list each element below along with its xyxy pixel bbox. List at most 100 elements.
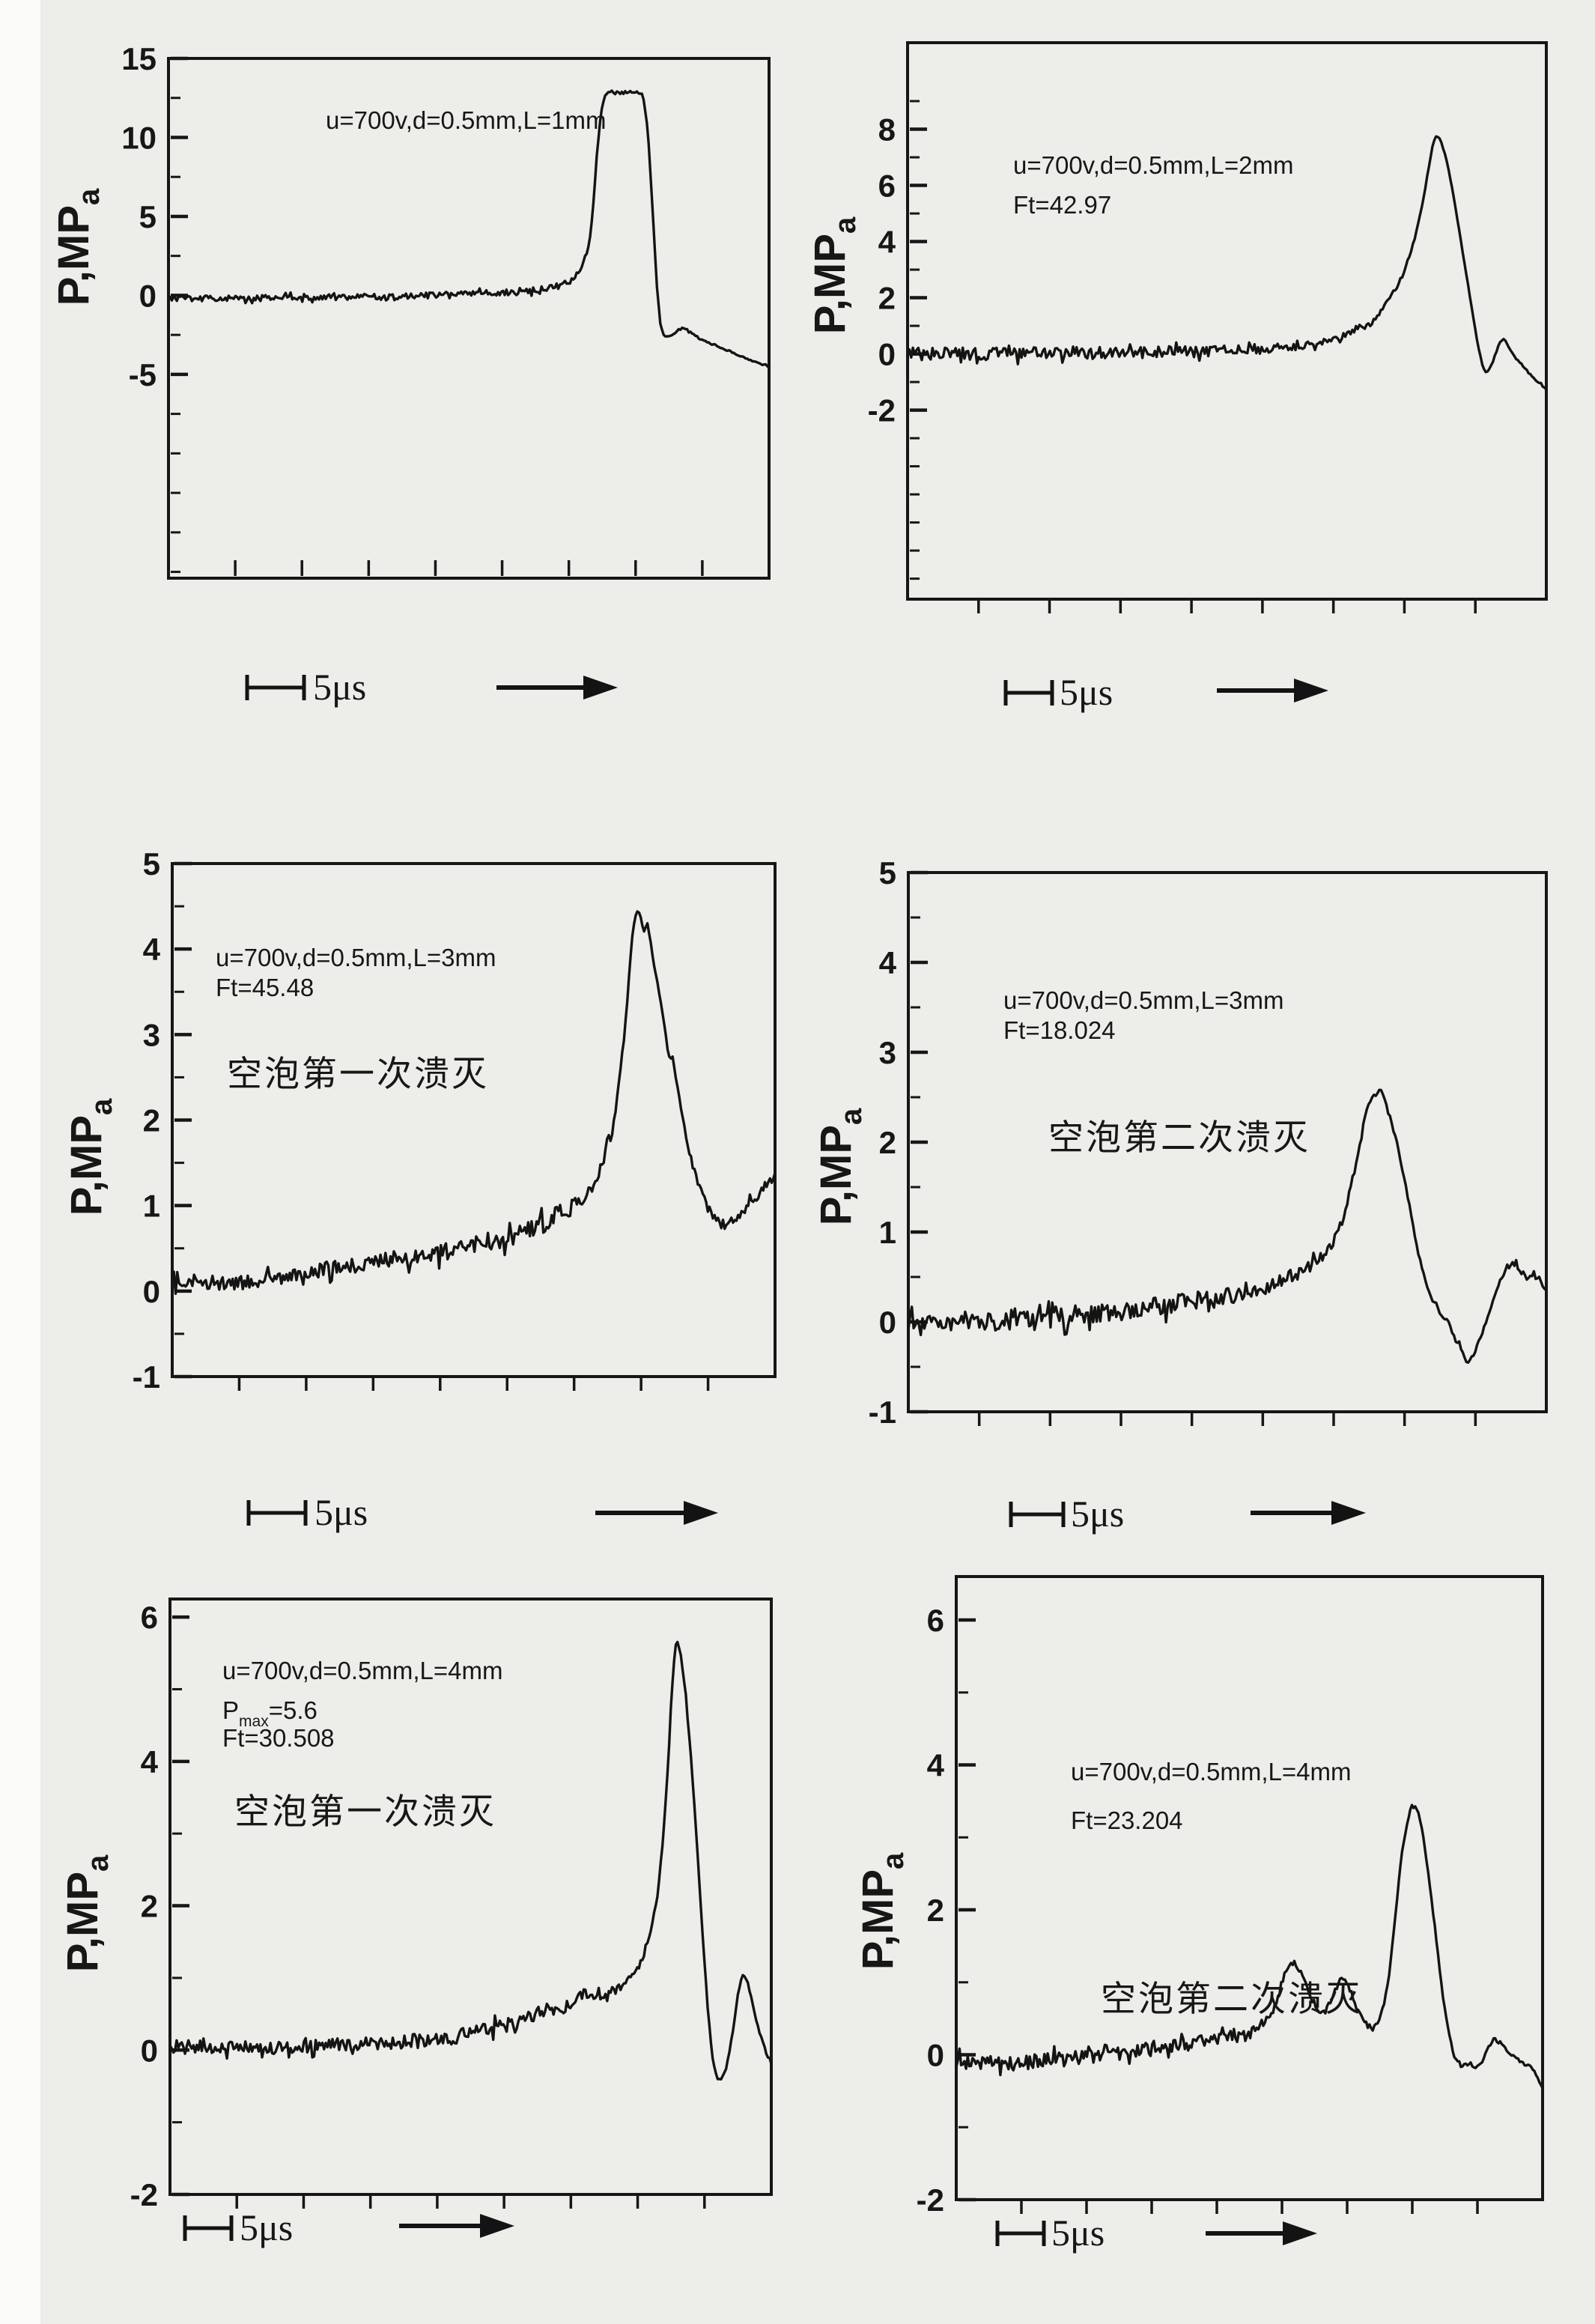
y-tick-label: 6: [927, 1603, 944, 1638]
y-tick-label: 1: [879, 1215, 896, 1250]
scale-bar-label: 5μs: [1060, 671, 1113, 713]
y-tick-label: 0: [141, 2033, 158, 2068]
chart-panel-top-right: 8 6 4 2 0 -2 P,MPa u=700v,d=0.5mm,L=2mm Ft=42…: [806, 41, 1548, 613]
y-tick-label: 6: [141, 1600, 158, 1635]
scale-bar-label: 5μs: [315, 1491, 368, 1533]
axis-ticks: 6 4 2 0 -2: [917, 1603, 1479, 2218]
chart-annotation-cjk: 空泡第二次溃灭: [1048, 1119, 1310, 1158]
time-direction-arrow: [1206, 2221, 1317, 2245]
y-tick-label: 2: [878, 281, 896, 316]
time-direction-arrow: [399, 2214, 514, 2238]
plot-frame: [168, 1598, 773, 2196]
chart-annotation-ft: Ft=23.204: [1071, 1806, 1183, 1834]
y-tick-label: 2: [143, 1103, 160, 1138]
y-tick-label: 2: [879, 1125, 896, 1160]
chart-annotation-cjk: 空泡第二次溃灭: [1101, 1980, 1363, 2019]
chart-annotation-ft: Ft=18.024: [1003, 1016, 1116, 1044]
time-scale-bar: 5μs: [1003, 671, 1113, 713]
chart-panel-bottom-left: 6 4 2 0 -2 P,MPa u=700v,d=0.5mm,L=4mm Pmax=5…: [58, 1598, 773, 2212]
y-tick-label: 0: [143, 1274, 160, 1309]
chart-panel-bottom-right: 6 4 2 0 -2 P,MPa u=700v,d=0.5mm,L=4mm Ft=23.…: [854, 1575, 1544, 2218]
pressure-waveform: [168, 1640, 773, 2081]
chart-annotation: u=700v,d=0.5mm,L=3mm: [216, 944, 496, 971]
arrow-head-icon: [684, 1501, 718, 1525]
axis-ticks: 5 4 3 2 1 0 -1: [133, 846, 710, 1395]
y-tick-label: 0: [879, 1305, 896, 1340]
time-scale-bar: 5μs: [245, 666, 366, 708]
y-axis-label: P,MPa: [806, 216, 862, 334]
y-axis-label: P,MPa: [854, 1852, 910, 1970]
y-tick-label: 10: [121, 120, 157, 155]
y-tick-label: 2: [927, 1893, 944, 1928]
chart-annotation: u=700v,d=0.5mm,L=2mm: [1013, 151, 1294, 179]
axis-ticks: 15 10 5 0 -5: [121, 41, 704, 576]
y-tick-label: 0: [927, 2038, 944, 2073]
scale-bar-label: 5μs: [1051, 2212, 1105, 2254]
y-axis-label: P,MPa: [58, 1854, 115, 1972]
time-direction-arrow: [1251, 1501, 1366, 1525]
pressure-waveform: [167, 89, 771, 369]
plot-frame: [907, 871, 1548, 1413]
chart-annotation-ft: Ft=45.48: [216, 974, 314, 1001]
chart-panel-middle-left: 5 4 3 2 1 0 -1 P,MPa u=700v,d=0.5mm,L=3mm Ft=4…: [62, 846, 777, 1395]
y-axis-label: P,MPa: [49, 188, 106, 306]
scale-bar-label: 5μs: [313, 666, 366, 708]
arrow-head-icon: [1331, 1501, 1366, 1525]
y-tick-label: 5: [139, 199, 157, 234]
y-tick-label: 3: [143, 1017, 160, 1052]
scan-edge-margin: [0, 0, 40, 2324]
chart-annotation-ft: Ft=42.97: [1013, 191, 1111, 219]
y-tick-label: 4: [143, 932, 161, 967]
plot-frame: [955, 1575, 1544, 2201]
time-direction-arrow: [595, 1501, 718, 1525]
y-tick-label: 8: [878, 112, 896, 148]
y-tick-label: 4: [141, 1744, 159, 1780]
y-tick-label: 4: [878, 225, 896, 260]
axis-ticks: 5 4 3 2 1 0 -1: [869, 855, 1477, 1430]
y-tick-label: -2: [868, 393, 896, 428]
chart-annotation-cjk: 空泡第一次溃灭: [234, 1793, 496, 1832]
pressure-waveform: [907, 1088, 1548, 1365]
plot-frame: [167, 57, 771, 580]
time-scale-bar: 5μs: [995, 2212, 1105, 2254]
y-tick-label: -1: [869, 1395, 896, 1430]
chart-annotation: u=700v,d=0.5mm,L=4mm: [1071, 1758, 1352, 1786]
chart-annotation: u=700v,d=0.5mm,L=1mm: [326, 106, 607, 134]
y-tick-label: 15: [121, 41, 157, 76]
y-tick-label: 4: [927, 1748, 945, 1783]
scale-bar-label: 5μs: [1071, 1493, 1124, 1535]
time-scale-bar: 5μs: [1009, 1493, 1124, 1535]
y-tick-label: 5: [143, 846, 160, 882]
y-tick-label: 5: [879, 855, 896, 891]
pressure-waveform: [955, 1803, 1544, 2090]
pressure-waveform: [906, 135, 1548, 391]
chart-panel-top-left: 15 10 5 0 -5 P,MPa u=700v,d=0.5mm,L=1mm: [49, 41, 771, 580]
arrow-head-icon: [1294, 679, 1328, 703]
y-tick-label: 3: [879, 1035, 896, 1070]
y-tick-label: -1: [133, 1359, 160, 1395]
time-direction-arrow: [496, 676, 618, 700]
time-direction-arrow: [1217, 679, 1328, 703]
y-tick-label: -2: [130, 2177, 158, 2212]
chart-annotation: u=700v,d=0.5mm,L=4mm: [222, 1657, 503, 1684]
y-axis-label: P,MPa: [62, 1098, 118, 1216]
chart-annotation-cjk: 空泡第一次溃灭: [227, 1055, 489, 1094]
scale-bar-label: 5μs: [240, 2206, 293, 2248]
plot-frame: [171, 862, 777, 1378]
chart-annotation: u=700v,d=0.5mm,L=3mm: [1003, 986, 1284, 1014]
y-tick-label: 1: [143, 1189, 160, 1224]
y-axis-label: P,MPa: [812, 1108, 868, 1225]
y-tick-label: 0: [878, 337, 896, 372]
axis-ticks: 6 4 2 0 -2: [130, 1600, 706, 2212]
time-scale-bar: 5μs: [246, 1491, 368, 1533]
plot-frame: [906, 41, 1548, 601]
pressure-waveform: [171, 910, 777, 1296]
chart-panel-middle-right: 5 4 3 2 1 0 -1 P,MPa u=700v,d=0.5mm,L=3mm Ft=1…: [812, 855, 1548, 1430]
y-tick-label: 4: [879, 945, 897, 980]
arrow-head-icon: [583, 676, 618, 700]
y-tick-label: -5: [129, 357, 157, 392]
y-tick-label: 0: [139, 278, 157, 313]
y-tick-label: 6: [878, 169, 896, 204]
